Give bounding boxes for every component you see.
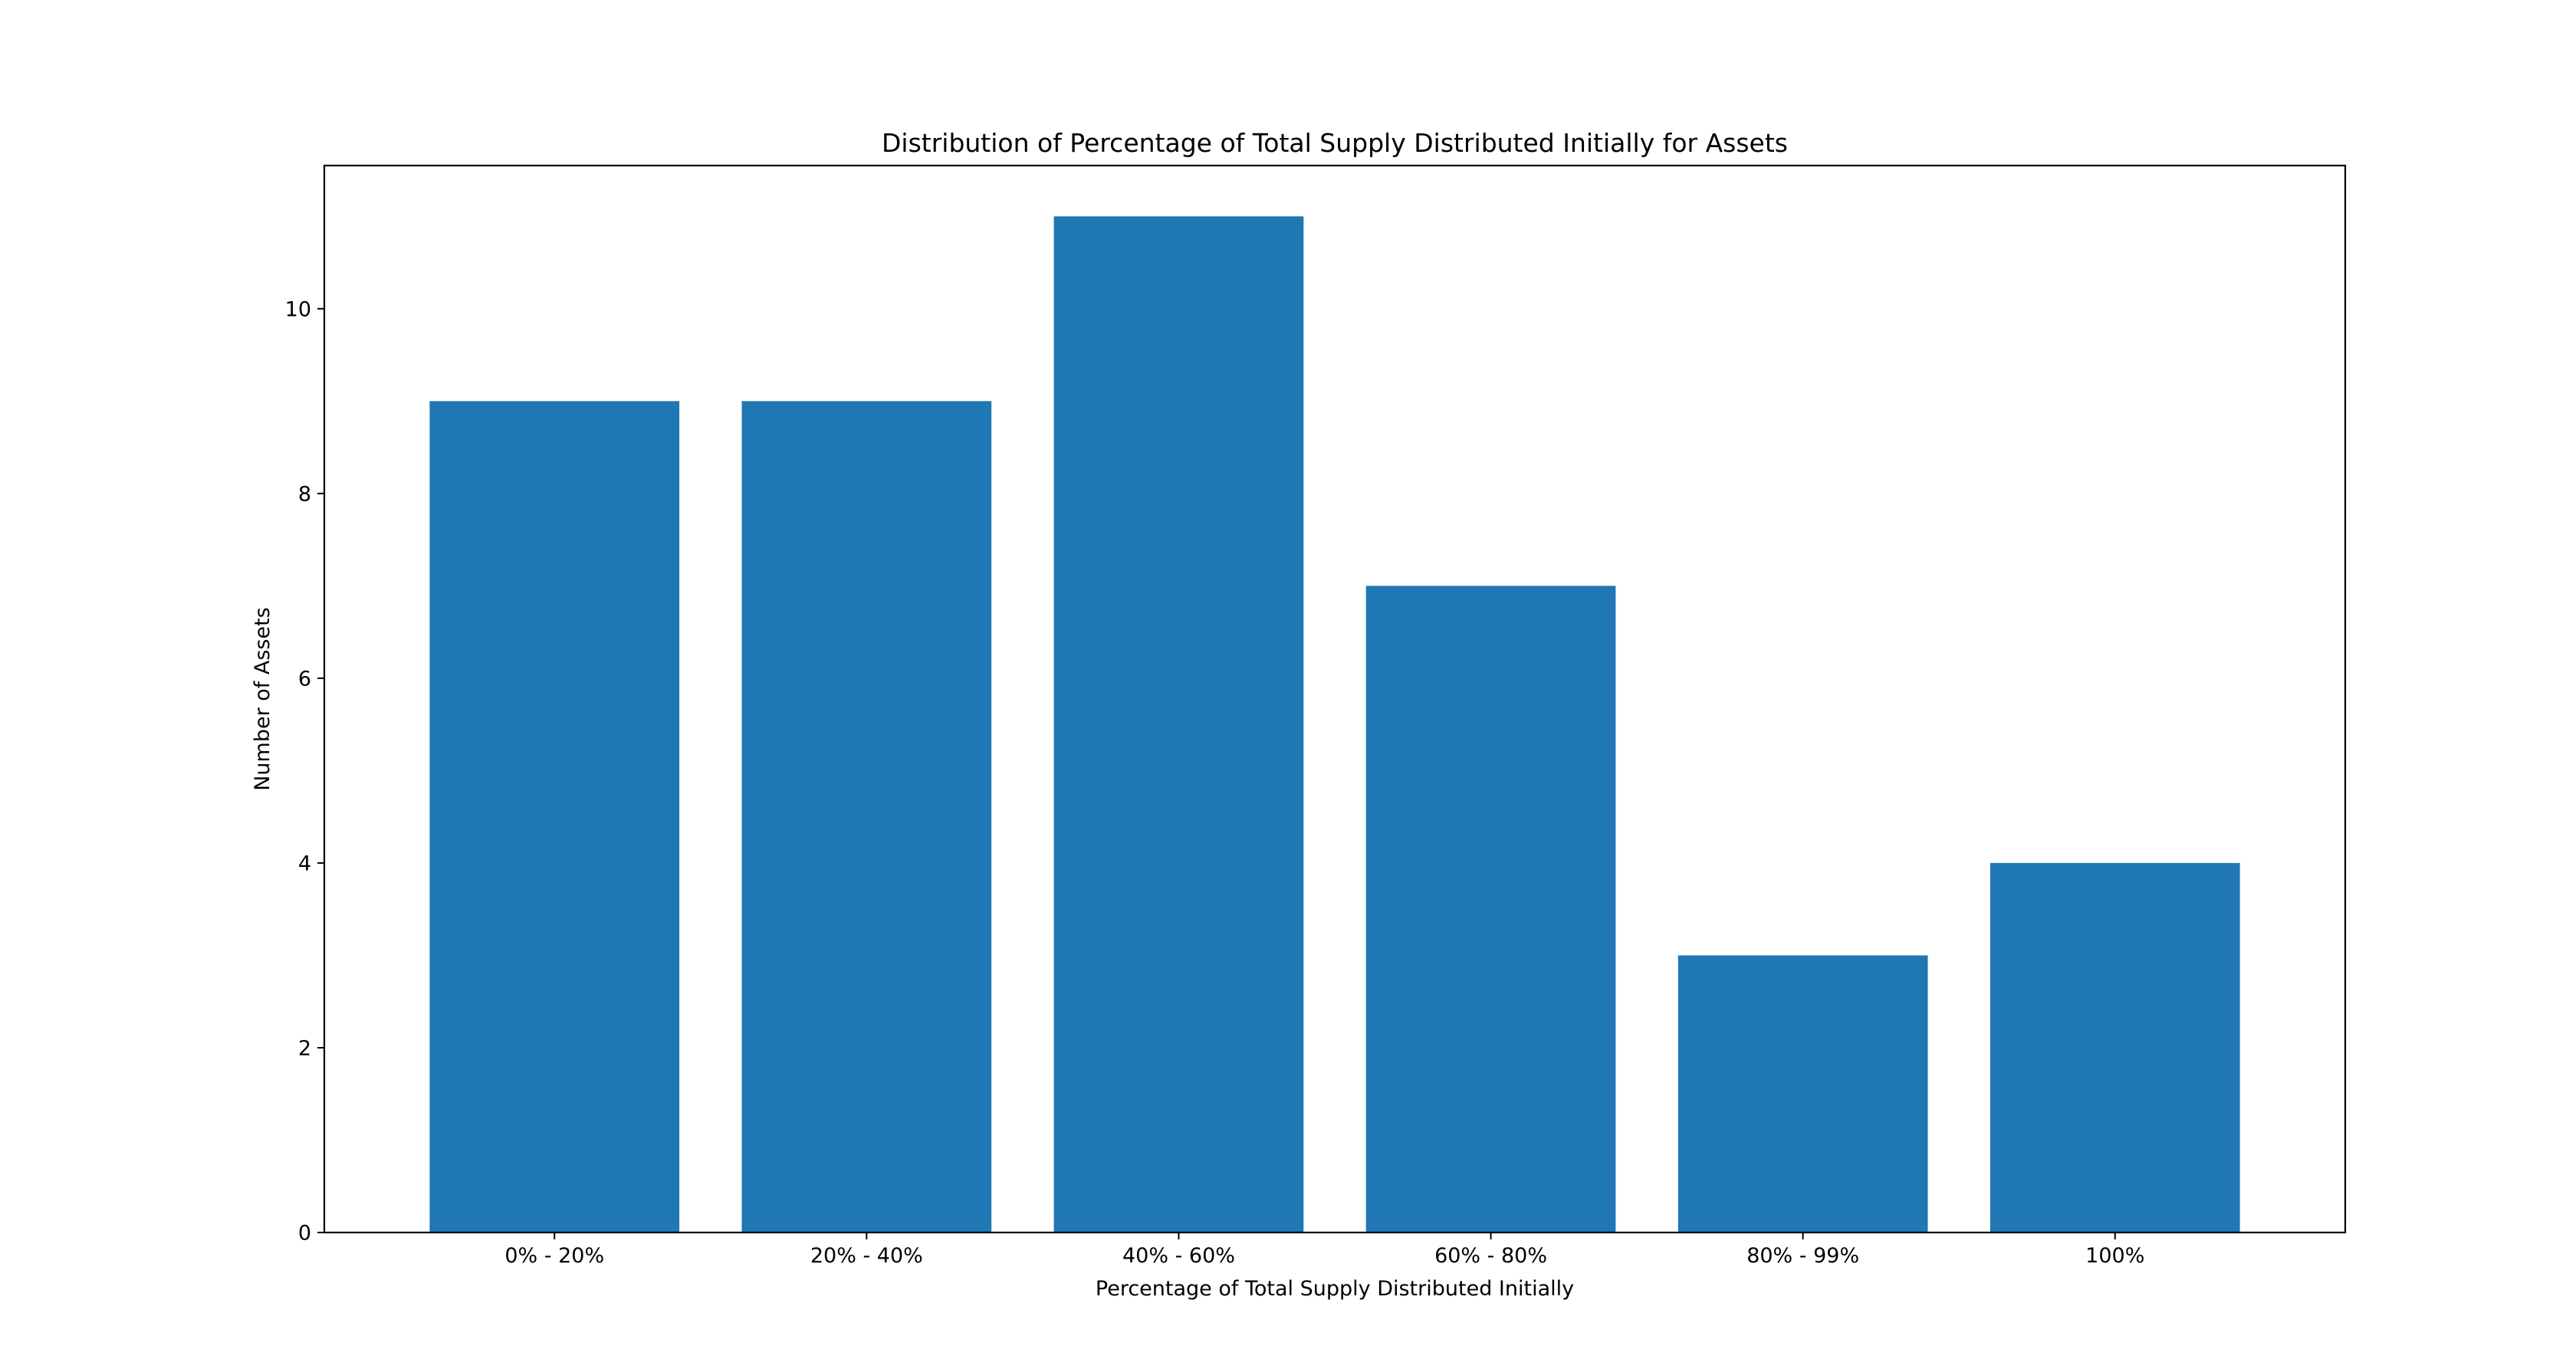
bar-1 xyxy=(741,401,992,1233)
x-tick-label-1: 20% - 40% xyxy=(810,1244,923,1268)
x-axis-label: Percentage of Total Supply Distributed I… xyxy=(1096,1277,1574,1301)
bar-2 xyxy=(1053,216,1304,1233)
x-tick-label-5: 100% xyxy=(2085,1244,2144,1268)
y-tick-label-0: 0 xyxy=(298,1222,311,1246)
x-tick-label-0: 0% - 20% xyxy=(504,1244,604,1268)
chart-title: Distribution of Percentage of Total Supp… xyxy=(882,128,1788,158)
y-tick-label-4: 8 xyxy=(298,482,311,506)
y-axis-label: Number of Assets xyxy=(251,607,274,791)
y-tick-label-1: 2 xyxy=(298,1036,311,1060)
plot-frame xyxy=(323,164,2347,1234)
x-tick-label-4: 80% - 99% xyxy=(1746,1244,1859,1268)
bars-layer xyxy=(429,216,2240,1233)
y-tick-label-3: 6 xyxy=(298,667,311,691)
x-tick-label-2: 40% - 60% xyxy=(1122,1244,1235,1268)
bar-5 xyxy=(1990,862,2240,1233)
bar-3 xyxy=(1365,586,1616,1233)
y-tick-label-5: 10 xyxy=(285,297,311,321)
bar-0 xyxy=(429,401,680,1233)
bar-4 xyxy=(1677,955,1928,1233)
x-tick-label-3: 60% - 80% xyxy=(1434,1244,1547,1268)
y-tick-label-2: 4 xyxy=(298,852,311,875)
axes-layer: 0% - 20% 20% - 40% 40% - 60% 60% - 80% 80% -… xyxy=(285,297,2145,1268)
